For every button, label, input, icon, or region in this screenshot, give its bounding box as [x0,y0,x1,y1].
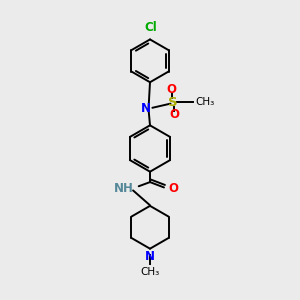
Text: NH: NH [113,182,134,194]
Text: S: S [168,96,178,109]
Text: N: N [141,103,151,116]
Text: O: O [168,182,178,195]
Text: N: N [145,250,155,263]
Text: O: O [169,108,179,122]
Text: CH₃: CH₃ [195,98,214,107]
Text: CH₃: CH₃ [140,267,160,277]
Text: Cl: Cl [144,21,157,34]
Text: O: O [167,83,177,97]
